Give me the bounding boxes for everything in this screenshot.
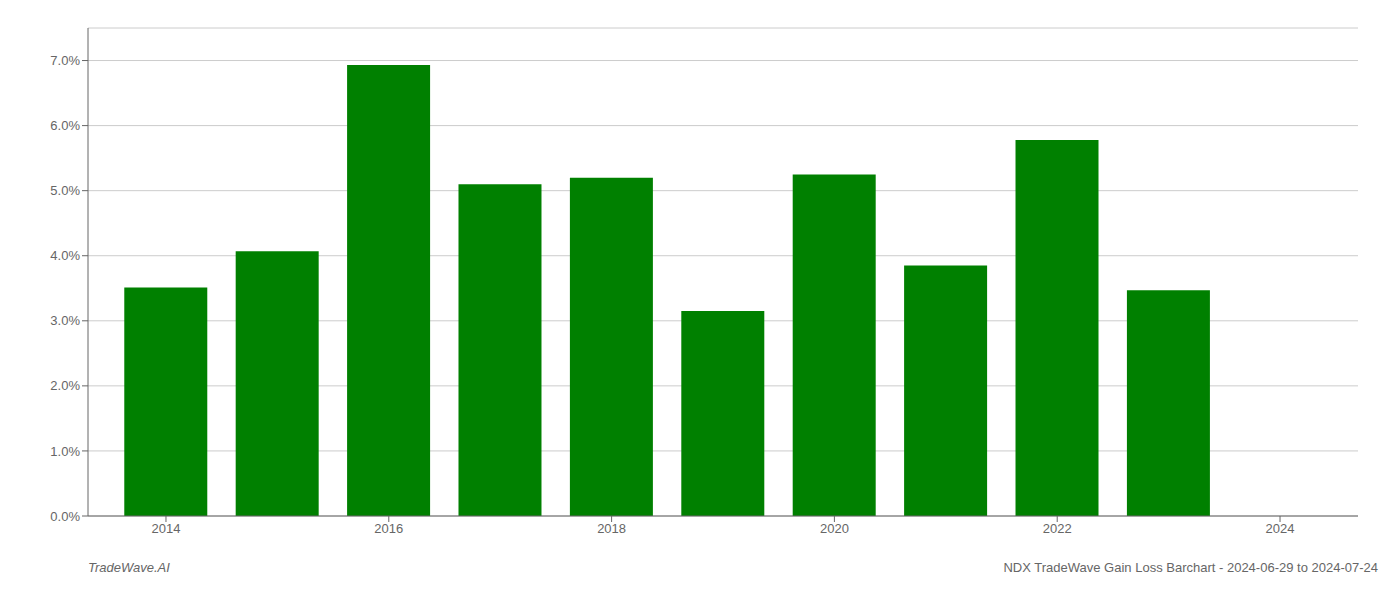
svg-text:2020: 2020	[820, 521, 849, 536]
svg-text:2024: 2024	[1266, 521, 1295, 536]
svg-text:2022: 2022	[1043, 521, 1072, 536]
svg-text:2.0%: 2.0%	[50, 378, 80, 393]
svg-text:7.0%: 7.0%	[50, 53, 80, 68]
svg-text:3.0%: 3.0%	[50, 313, 80, 328]
svg-text:6.0%: 6.0%	[50, 118, 80, 133]
svg-text:5.0%: 5.0%	[50, 183, 80, 198]
svg-text:2018: 2018	[597, 521, 626, 536]
svg-text:0.0%: 0.0%	[50, 509, 80, 524]
html-text:NDX TradeWave Gain Loss Barcha: NDX TradeWave Gain Loss Barchart - 2024-…	[1003, 560, 1378, 575]
html-text:TradeWave.AI: TradeWave.AI	[88, 560, 170, 575]
svg-text:2014: 2014	[152, 521, 181, 536]
svg-text:2016: 2016	[374, 521, 403, 536]
svg-text:4.0%: 4.0%	[50, 248, 80, 263]
svg-text:1.0%: 1.0%	[50, 444, 80, 459]
